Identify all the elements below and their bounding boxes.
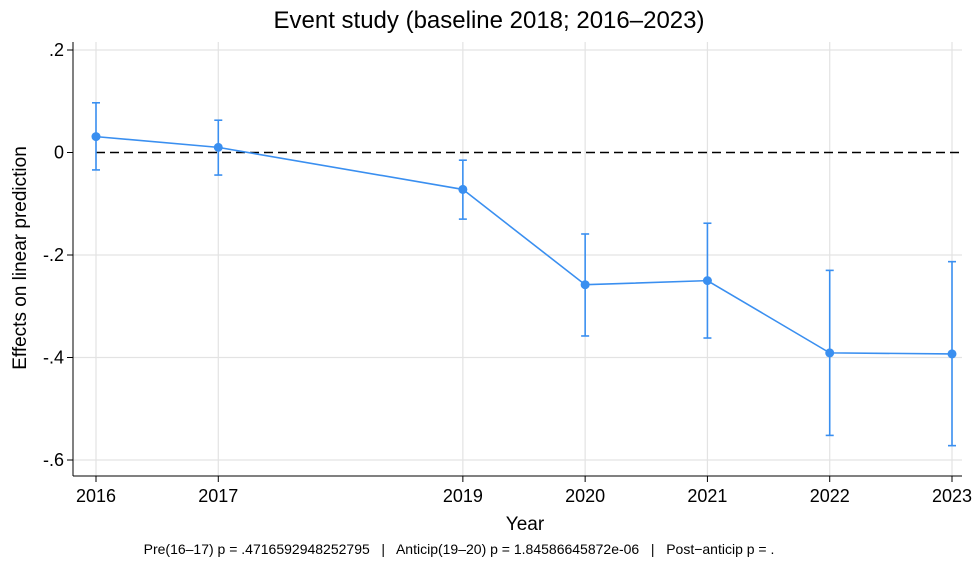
- data-point: [580, 280, 590, 290]
- x-axis-title: Year: [506, 514, 545, 535]
- x-tick-label: 2023: [932, 486, 972, 506]
- series-group: [91, 101, 957, 447]
- x-tick-label: 2022: [810, 486, 850, 506]
- data-point: [825, 348, 835, 358]
- data-point: [213, 142, 223, 152]
- data-point: [702, 276, 712, 286]
- x-tick-label: 2019: [443, 486, 483, 506]
- axes: .2 0 -.2 -.4 -.6 2016 2017 2019 2020 2021 2022 2023: [43, 40, 972, 506]
- y-tick-label: -.6: [43, 450, 64, 470]
- y-tick-label: -.2: [43, 245, 64, 265]
- y-tick-label: 0: [54, 143, 64, 163]
- data-point: [947, 349, 957, 359]
- series-line: [95, 135, 953, 355]
- chart-title: Event study (baseline 2018; 2016–2023): [274, 7, 705, 34]
- y-tick-label: -.4: [43, 348, 64, 368]
- footnote: Pre(16–17) p = .4716592948252795 | Antic…: [144, 541, 775, 557]
- gridlines: [73, 42, 962, 476]
- data-point: [458, 184, 468, 194]
- x-tick-label: 2016: [76, 486, 116, 506]
- y-axis-title: Effects on linear prediction: [10, 146, 31, 370]
- data-point: [91, 132, 101, 142]
- y-tick-label: .2: [49, 40, 64, 60]
- x-tick-label: 2021: [687, 486, 727, 506]
- x-tick-label: 2017: [198, 486, 238, 506]
- x-tick-label: 2020: [565, 486, 605, 506]
